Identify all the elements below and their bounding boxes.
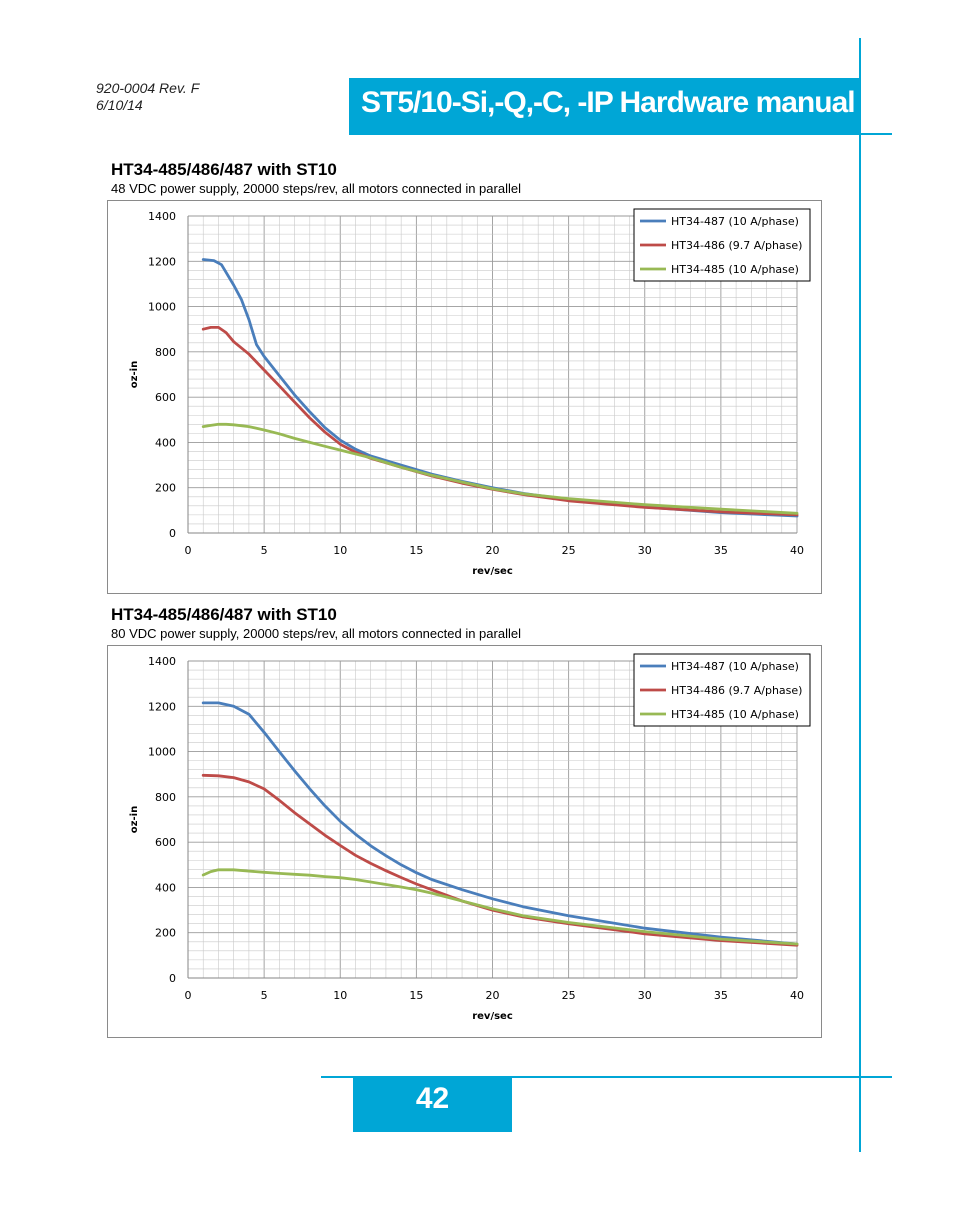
manual-title: ST5/10-Si,-Q,-C, -IP Hardware manual — [361, 86, 856, 119]
x-tick-label: 40 — [790, 989, 804, 1002]
y-tick-label: 0 — [169, 527, 176, 540]
y-tick-label: 800 — [155, 346, 176, 359]
x-axis-label: rev/sec — [472, 566, 513, 577]
x-tick-label: 15 — [409, 989, 423, 1002]
y-tick-label: 1200 — [148, 700, 176, 713]
y-axis-label: oz-in — [129, 361, 140, 388]
x-axis-label: rev/sec — [472, 1011, 513, 1022]
chart-2-grid — [188, 661, 797, 978]
chart-1-heading: HT34-485/486/487 with ST10 — [111, 160, 337, 179]
legend-label-3: HT34-485 (10 A/phase) — [671, 263, 799, 276]
legend-label-3: HT34-485 (10 A/phase) — [671, 708, 799, 721]
y-tick-label: 0 — [169, 972, 176, 985]
x-tick-label: 20 — [486, 544, 500, 557]
x-tick-label: 5 — [261, 989, 268, 1002]
x-tick-label: 40 — [790, 544, 804, 557]
chart-1-grid — [188, 216, 797, 533]
y-tick-label: 400 — [155, 881, 176, 894]
x-tick-label: 15 — [409, 544, 423, 557]
y-tick-label: 1400 — [148, 210, 176, 223]
chart-1-subtitle: 48 VDC power supply, 20000 steps/rev, al… — [111, 181, 521, 196]
legend-label-2: HT34-486 (9.7 A/phase) — [671, 239, 802, 252]
chart-2-frame: 0 5 10 15 20 25 30 35 40 0 200 400 600 800 1000 1200 140… — [107, 645, 822, 1038]
x-tick-label: 35 — [714, 989, 728, 1002]
chart-2-plot: 0 5 10 15 20 25 30 35 40020040060080010001200140… — [129, 653, 811, 1022]
y-tick-label: 200 — [155, 927, 176, 940]
x-tick-label: 20 — [486, 989, 500, 1002]
legend-label-2: HT34-486 (9.7 A/phase) — [671, 684, 802, 697]
y-tick-label: 800 — [155, 791, 176, 804]
x-tick-label: 5 — [261, 544, 268, 557]
x-tick-label: 10 — [333, 989, 347, 1002]
document-date: 6/10/14 — [96, 97, 143, 113]
chart-2-subtitle: 80 VDC power supply, 20000 steps/rev, al… — [111, 626, 521, 641]
y-tick-label: 400 — [155, 436, 176, 449]
document-info: 920-0004 Rev. F 6/10/14 — [96, 80, 199, 114]
right-margin-rule — [859, 38, 861, 1152]
chart-1-frame: 0 5 10 15 20 25 30 35 40 0 200 400 600 800 1000 1200 140… — [107, 200, 822, 594]
chart-1-plot: 0 5 10 15 20 25 30 35 40020040060080010001200140… — [129, 208, 811, 577]
series-line-3 — [201, 868, 799, 946]
x-tick-label: 25 — [562, 544, 576, 557]
footer-rule — [321, 1076, 892, 1078]
x-tick-label: 30 — [638, 544, 652, 557]
x-tick-label: 25 — [562, 989, 576, 1002]
chart-2-heading: HT34-485/486/487 with ST10 — [111, 605, 337, 624]
x-tick-label: 10 — [333, 544, 347, 557]
y-axis-label: oz-in — [129, 806, 140, 833]
series-line-1 — [201, 701, 799, 946]
page-number-box: 42 — [353, 1078, 512, 1132]
legend-label-1: HT34-487 (10 A/phase) — [671, 215, 799, 228]
title-banner: ST5/10-Si,-Q,-C, -IP Hardware manual — [349, 78, 860, 133]
x-tick-label: 0 — [185, 544, 192, 557]
y-tick-label: 1000 — [148, 746, 176, 759]
y-tick-label: 1000 — [148, 301, 176, 314]
y-tick-label: 1200 — [148, 255, 176, 268]
series-line-3 — [201, 422, 799, 515]
x-tick-label: 30 — [638, 989, 652, 1002]
y-tick-label: 600 — [155, 836, 176, 849]
x-tick-label: 35 — [714, 544, 728, 557]
y-tick-label: 600 — [155, 391, 176, 404]
x-tick-label: 0 — [185, 989, 192, 1002]
y-tick-label: 1400 — [148, 655, 176, 668]
header-rule — [349, 133, 892, 135]
series-line-2 — [201, 326, 799, 517]
legend-label-1: HT34-487 (10 A/phase) — [671, 660, 799, 673]
document-number: 920-0004 Rev. F — [96, 80, 200, 96]
y-tick-label: 200 — [155, 482, 176, 495]
page-number: 42 — [415, 1082, 450, 1115]
series-line-1 — [201, 258, 799, 518]
